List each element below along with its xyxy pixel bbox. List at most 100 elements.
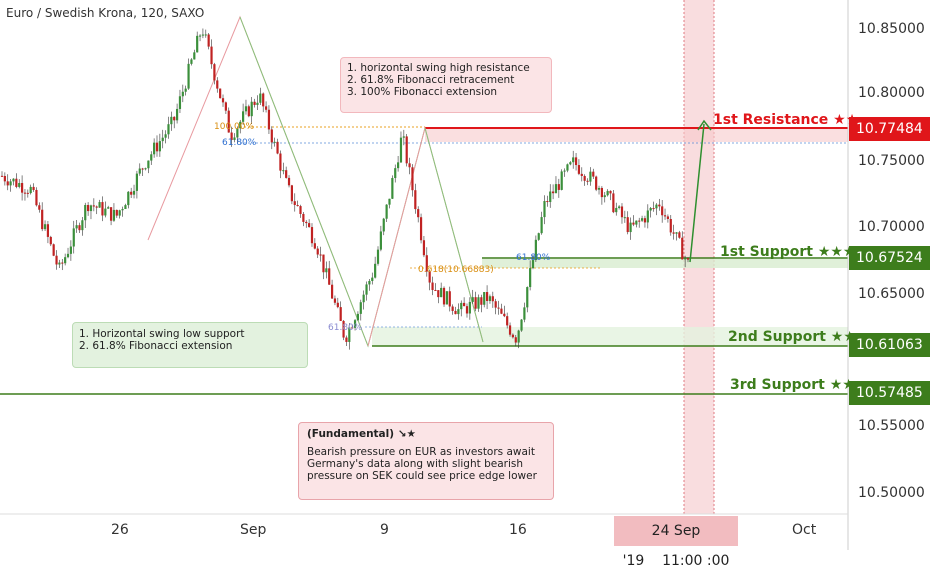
candle-body (646, 210, 649, 223)
candle-body (382, 218, 385, 232)
support1-zone (482, 259, 848, 268)
candle-body (287, 177, 291, 186)
candle-body (422, 240, 426, 256)
candle-body (253, 101, 256, 105)
candle-body (569, 162, 572, 165)
candle-body (494, 301, 497, 308)
candle-body (64, 257, 67, 264)
candle-body (201, 34, 205, 36)
candle-body (529, 268, 532, 288)
support2-label: 2nd Support ★★ (728, 329, 856, 345)
candle-body (551, 191, 555, 194)
candle-body (55, 255, 58, 265)
candle-body (431, 282, 434, 290)
candle-body (348, 327, 351, 342)
support2-price-tag: 10.61063 (849, 333, 930, 357)
candle-body (399, 137, 403, 163)
candle-body (365, 284, 368, 295)
candle-body (359, 302, 362, 314)
candle-body (597, 187, 601, 190)
resistance1-price-tag: 10.77484 (849, 117, 930, 141)
candle-body (592, 171, 595, 177)
candle-body (181, 91, 184, 97)
candle-body (296, 204, 299, 207)
candle-body (514, 337, 517, 343)
candle-body (686, 258, 690, 260)
candle-body (537, 233, 540, 240)
candle-body (75, 225, 78, 229)
y-tick: 10.50000 (858, 485, 925, 501)
candle-body (155, 142, 159, 152)
candle-body (635, 220, 638, 225)
candle-body (92, 205, 95, 207)
candle-body (267, 109, 271, 130)
candle-body (626, 217, 629, 233)
candle-body (371, 277, 374, 282)
candle-body (259, 93, 262, 103)
candle-body (566, 164, 569, 171)
date-time-tag: 24 Sep '19 11:00 :00 (614, 516, 738, 569)
candle-body (279, 153, 282, 171)
candle-body (325, 268, 328, 273)
candle-body (43, 224, 47, 230)
candle-body (560, 171, 563, 190)
chart-plot-area (0, 0, 849, 550)
candle-body (32, 186, 35, 190)
candle-body (164, 134, 167, 138)
candle-body (313, 243, 316, 249)
support2-zone (372, 327, 848, 346)
candle-body (158, 141, 161, 152)
candle-body (425, 255, 428, 272)
candle-body (161, 137, 164, 142)
candle-body (681, 237, 684, 260)
candle-body (577, 165, 581, 174)
candle-body (554, 184, 558, 194)
candle-body (35, 189, 38, 206)
candle-body (112, 209, 116, 221)
candle-body (661, 206, 664, 216)
candle-body (629, 222, 632, 233)
fundamental-title: (Fundamental) ↘★ (307, 428, 416, 440)
candle-body (124, 205, 127, 210)
candle-body (127, 191, 130, 206)
candle-body (293, 201, 296, 205)
candle-body (388, 198, 391, 205)
candle-body (402, 136, 405, 138)
candle-body (95, 206, 98, 208)
x-tick: 26 (111, 522, 129, 538)
candle-body (101, 202, 104, 216)
candle-body (649, 208, 652, 211)
candle-body (276, 141, 279, 154)
candle-body (362, 294, 365, 303)
candle-body (167, 124, 170, 135)
candle-body (187, 63, 190, 89)
candle-body (658, 204, 661, 207)
candle-body (600, 187, 603, 198)
candle-body (523, 307, 526, 320)
candle-body (428, 271, 431, 283)
candle-body (322, 254, 325, 273)
candle-body (491, 296, 494, 302)
candle-body (376, 249, 380, 264)
candle-body (678, 232, 681, 238)
candle-body (666, 216, 670, 219)
projection-arrow (689, 123, 705, 263)
candle-body (236, 128, 239, 138)
y-tick: 10.75000 (858, 153, 925, 169)
candle-body (589, 171, 592, 182)
candle-body (184, 88, 187, 92)
candle-body (549, 191, 552, 203)
candle-body (61, 262, 64, 264)
fib-618-label: 61.80% (222, 138, 257, 148)
candle-body (339, 307, 342, 321)
y-tick: 10.65000 (858, 286, 925, 302)
candle-body (394, 168, 397, 179)
candle-body (144, 168, 147, 170)
resistance-note: 1. horizontal swing high resistance (347, 62, 530, 74)
candle-body (213, 64, 216, 81)
candle-body (465, 306, 469, 314)
candle-body (256, 102, 259, 105)
candle-body (353, 320, 357, 328)
candle-body (190, 59, 193, 64)
candle-body (368, 281, 371, 285)
